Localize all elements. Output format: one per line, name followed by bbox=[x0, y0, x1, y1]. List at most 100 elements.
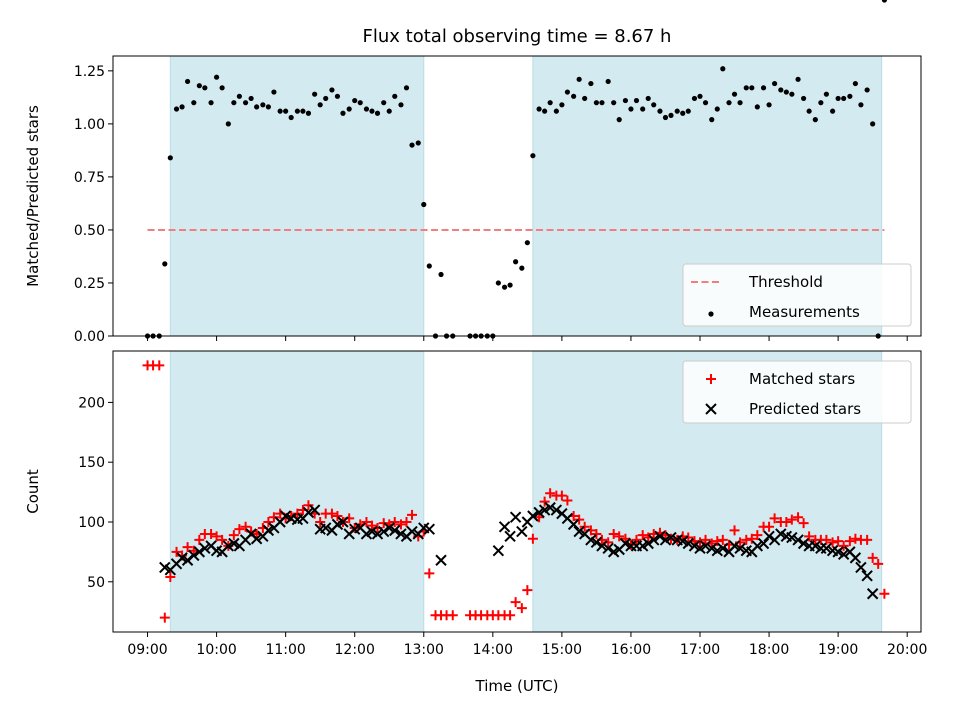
measurement-point bbox=[881, 0, 887, 3]
measurement-point bbox=[248, 95, 254, 102]
measurement-point bbox=[254, 104, 260, 110]
predicted-stars-point bbox=[389, 524, 401, 537]
measurement-point bbox=[213, 74, 220, 80]
measurement-point bbox=[438, 271, 444, 278]
measurement-point bbox=[789, 91, 795, 97]
measurement-point bbox=[760, 85, 767, 91]
matched-stars-point bbox=[838, 540, 849, 551]
measurement-point bbox=[381, 100, 387, 106]
measurement-point bbox=[685, 108, 691, 114]
matched-stars-point bbox=[516, 603, 527, 614]
legend-matched-swatch bbox=[706, 374, 716, 384]
measurement-point bbox=[507, 282, 513, 288]
matched-stars-point bbox=[527, 533, 538, 544]
measurement-point bbox=[340, 110, 346, 116]
matched-stars-point bbox=[332, 511, 343, 522]
measurement-point bbox=[633, 97, 640, 104]
legend-measurement-swatch bbox=[708, 311, 714, 317]
matched-stars-point bbox=[769, 513, 780, 524]
matched-stars-point bbox=[424, 568, 435, 579]
measurement-point bbox=[852, 80, 858, 87]
matched-stars-point bbox=[556, 490, 567, 501]
measurement-point bbox=[277, 108, 283, 114]
predicted-stars-point bbox=[861, 570, 873, 582]
chart-title: Flux total observing time = 8.67 h bbox=[363, 26, 672, 47]
measurement-point bbox=[582, 95, 588, 102]
measurement-point bbox=[271, 89, 277, 95]
predicted-stars-point bbox=[492, 544, 505, 557]
measurement-point bbox=[501, 284, 508, 290]
x-tick-label: 16:00 bbox=[611, 642, 651, 658]
measurement-point bbox=[179, 104, 185, 110]
measurement-point bbox=[588, 80, 594, 87]
matched-stars-point bbox=[401, 516, 412, 527]
predicted-stars-point bbox=[378, 525, 390, 538]
legend-entry-label: Threshold bbox=[748, 273, 823, 291]
predicted-stars-point bbox=[504, 530, 516, 543]
matched-stars-point bbox=[862, 534, 873, 545]
measurement-point bbox=[363, 106, 370, 112]
measurement-point bbox=[162, 261, 168, 267]
measurement-point bbox=[530, 153, 536, 159]
matched-stars-point bbox=[746, 533, 757, 544]
matched-stars-point bbox=[165, 571, 176, 582]
matched-stars-point bbox=[303, 500, 314, 511]
measurement-point bbox=[317, 102, 323, 108]
measurement-point bbox=[191, 100, 197, 106]
matched-stars-point bbox=[608, 528, 619, 539]
measurement-point bbox=[640, 106, 646, 112]
measurement-point bbox=[323, 95, 329, 102]
predicted-stars-point bbox=[337, 516, 349, 528]
x-tick-label: 17:00 bbox=[680, 642, 720, 658]
predicted-stars-point bbox=[527, 510, 539, 522]
legend-box bbox=[682, 263, 912, 327]
predicted-stars-point bbox=[717, 542, 729, 555]
measurement-point bbox=[726, 100, 732, 106]
measurement-point bbox=[260, 102, 266, 108]
predicted-stars-point bbox=[319, 522, 332, 534]
x-tick-label: 10:00 bbox=[196, 642, 236, 658]
predicted-stars-point bbox=[188, 549, 200, 562]
matched-stars-point bbox=[539, 496, 550, 507]
measurement-point bbox=[743, 85, 749, 91]
matched-stars-point bbox=[154, 360, 165, 371]
measurement-point bbox=[709, 117, 715, 123]
measurement-point bbox=[714, 106, 720, 112]
measurement-point bbox=[611, 100, 617, 106]
matched-stars-point bbox=[268, 512, 279, 523]
matched-stars-point bbox=[159, 612, 170, 623]
predicted-stars-point bbox=[820, 542, 833, 555]
measurement-point bbox=[749, 85, 755, 91]
measurement-point bbox=[547, 100, 553, 106]
measurement-point bbox=[737, 100, 743, 106]
measurement-point bbox=[346, 106, 352, 112]
matched-stars-point bbox=[591, 528, 602, 539]
measurement-point bbox=[564, 89, 571, 95]
matched-stars-point bbox=[361, 516, 372, 527]
measurement-point bbox=[571, 93, 577, 99]
matched-stars-point bbox=[326, 508, 337, 519]
measurement-point bbox=[841, 95, 847, 102]
predicted-stars-point bbox=[193, 546, 206, 558]
matched-stars-point bbox=[827, 537, 838, 548]
measurement-point bbox=[754, 104, 760, 110]
matched-stars-point bbox=[781, 516, 792, 527]
x-tick-label: 09:00 bbox=[127, 642, 167, 658]
x-tick-label: 19:00 bbox=[818, 642, 858, 658]
measurement-point bbox=[202, 85, 208, 91]
matched-stars-point bbox=[534, 512, 545, 523]
matched-stars-point bbox=[741, 534, 752, 545]
measurement-point bbox=[225, 121, 231, 127]
measurement-point bbox=[519, 265, 525, 271]
measurement-point bbox=[524, 240, 530, 246]
predicted-stars-point bbox=[849, 552, 862, 564]
predicted-stars-point bbox=[371, 528, 384, 540]
matched-stars-point bbox=[793, 512, 804, 523]
matched-stars-point bbox=[211, 531, 222, 542]
observing-window-shade bbox=[169, 350, 425, 633]
measurement-point bbox=[329, 87, 335, 93]
x-tick-label: 20:00 bbox=[887, 642, 927, 658]
predicted-stars-point bbox=[855, 561, 867, 574]
predicted-stars-point bbox=[590, 536, 603, 549]
measurement-point bbox=[771, 80, 778, 87]
